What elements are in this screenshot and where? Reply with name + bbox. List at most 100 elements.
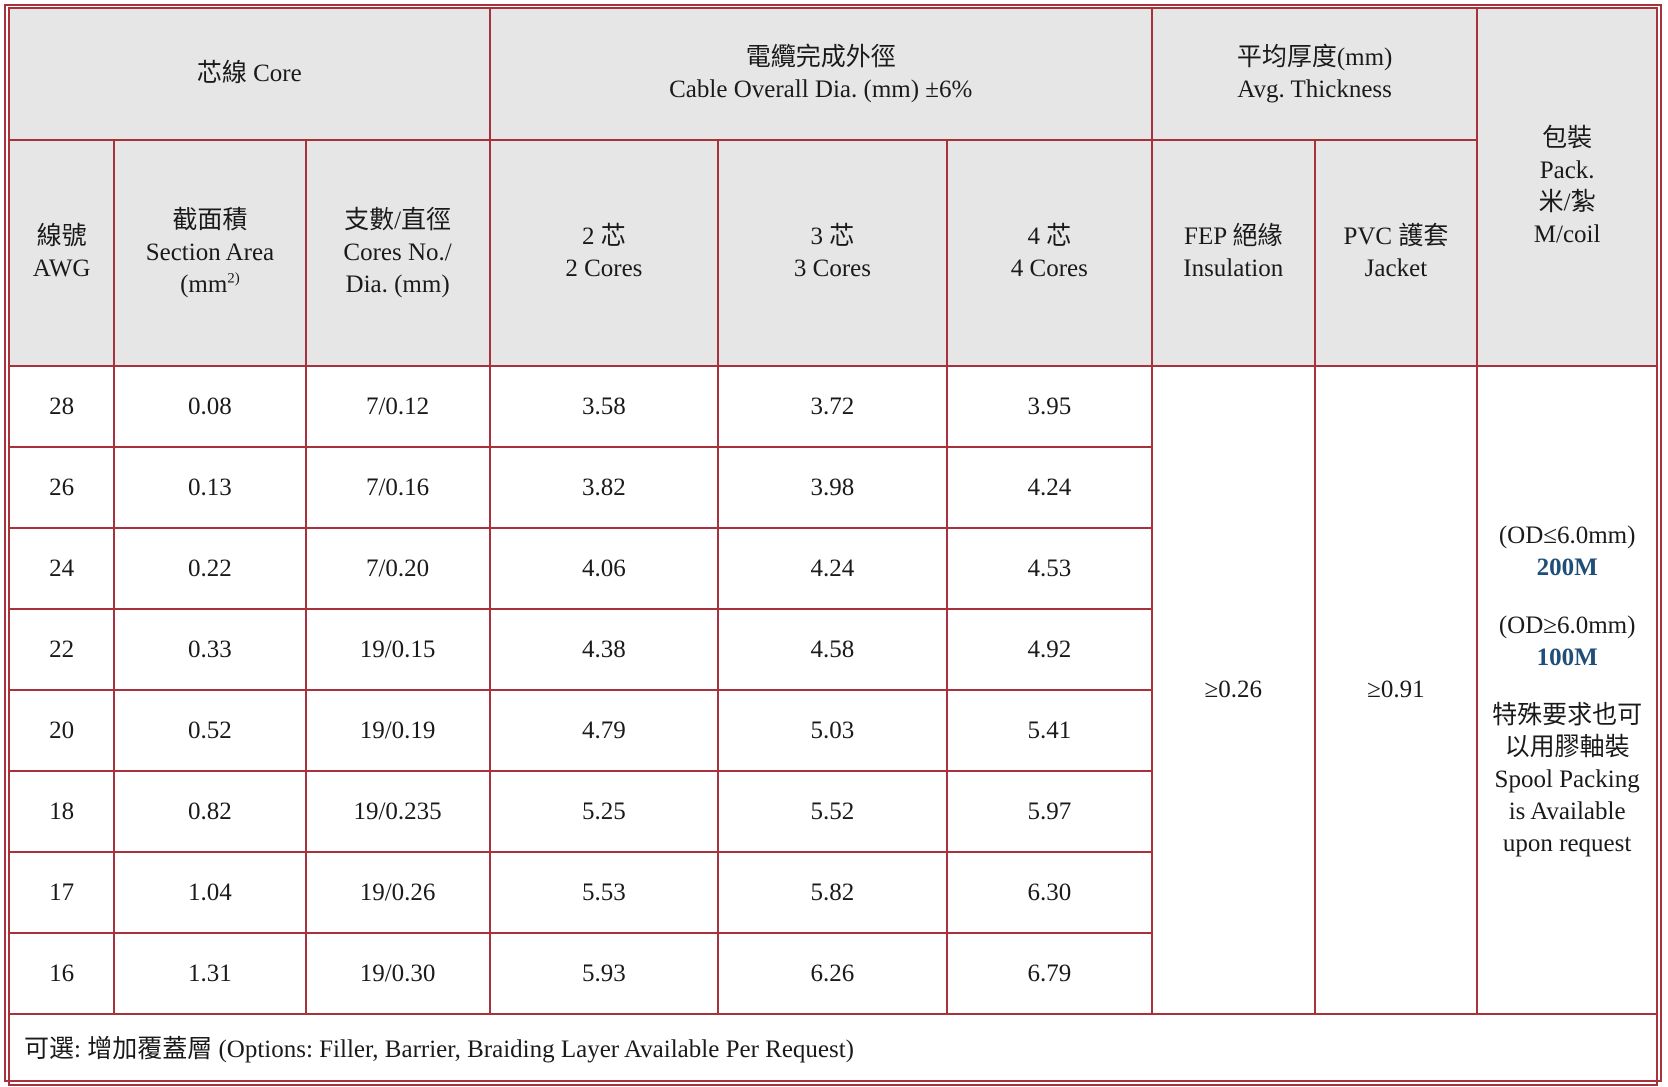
- od-4-cores-cell: 3.95: [945, 365, 1153, 448]
- section-area-unit: (mm2): [115, 269, 304, 301]
- awg-cell: 17: [7, 851, 116, 934]
- pack-large-block: (OD≥6.0mm) 100M: [1478, 610, 1656, 674]
- four-cores-label-zh: 4 芯: [1027, 223, 1072, 250]
- od-3-cores-cell: 6.26: [717, 932, 948, 1015]
- pack-label-zh: 包裝: [1542, 125, 1593, 152]
- three-cores-label-en: 3 Cores: [793, 255, 871, 282]
- three-cores-label-zh: 3 芯: [810, 223, 855, 250]
- core-group-header: 芯線 Core: [8, 7, 491, 141]
- pack-header: 包裝 Pack. 米/紮 M/coil: [1476, 7, 1658, 367]
- cores-dia-cell: 19/0.15: [304, 608, 491, 691]
- thickness-label-zh: 平均厚度(mm): [1236, 44, 1393, 71]
- footer-note: 可選: 增加覆蓋層 (Options: Filler, Barrier, Bra…: [8, 1013, 1658, 1086]
- pack-label-en: Pack.: [1539, 157, 1595, 184]
- pvc-label-zh: PVC 護套: [1343, 223, 1449, 250]
- section-area-cell: 0.52: [113, 689, 307, 772]
- pack-small-block: (OD≤6.0mm) 200M: [1478, 520, 1656, 584]
- table-row: 16 1.31 19/0.30 5.93 6.26 6.79: [7, 932, 1657, 1015]
- fep-header: FEP 絕緣 Insulation: [1150, 139, 1316, 367]
- cores-dia-label-en-1: Cores No./: [343, 239, 452, 266]
- cores-dia-cell: 7/0.20: [304, 527, 491, 610]
- cores-dia-cell: 19/0.26: [304, 851, 491, 934]
- thickness-label-en: Avg. Thickness: [1237, 76, 1392, 103]
- table-row: 26 0.13 7/0.16 3.82 3.98 4.24: [7, 446, 1657, 529]
- fep-label-en: Insulation: [1183, 255, 1284, 282]
- pack-small-length: 200M: [1536, 554, 1598, 581]
- pack-info-cell: (OD≤6.0mm) 200M (OD≥6.0mm) 100M 特殊要求也可 以用膠軸裝 S…: [1476, 365, 1658, 1015]
- header-row-sub: 線號 AWG 截面積 Section Area (mm2) 支數/直徑 Core…: [7, 139, 1657, 367]
- pack-unit-en: M/coil: [1533, 221, 1601, 248]
- od-3-cores-cell: 5.82: [717, 851, 948, 934]
- awg-header: 線號 AWG: [7, 139, 116, 367]
- awg-label-zh: 線號: [36, 223, 87, 250]
- od-4-cores-cell: 5.41: [945, 689, 1153, 772]
- od-2-cores-cell: 4.06: [488, 527, 720, 610]
- pack-spool-line: is Available: [1508, 798, 1626, 825]
- table-row: 17 1.04 19/0.26 5.53 5.82 6.30: [7, 851, 1657, 934]
- cable-od-group-header: 電纜完成外徑 Cable Overall Dia. (mm) ±6%: [488, 7, 1153, 141]
- pack-spool-line: upon request: [1502, 830, 1632, 857]
- two-cores-label-en: 2 Cores: [565, 255, 643, 282]
- section-area-cell: 1.31: [113, 932, 307, 1015]
- pack-small-od: (OD≤6.0mm): [1498, 522, 1636, 549]
- od-2-cores-cell: 5.53: [488, 851, 720, 934]
- od-2-cores-cell: 4.79: [488, 689, 720, 772]
- pvc-header: PVC 護套 Jacket: [1313, 139, 1479, 367]
- awg-cell: 18: [7, 770, 116, 853]
- table-row: 18 0.82 19/0.235 5.25 5.52 5.97: [7, 770, 1657, 853]
- section-area-label-en: Section Area: [145, 239, 275, 266]
- table-row: 28 0.08 7/0.12 3.58 3.72 3.95 ≥0.26 ≥0.91 (OD≤6.…: [7, 365, 1658, 1015]
- pack-unit-zh: 米/紮: [1538, 189, 1596, 216]
- pvc-thickness-value: ≥0.91: [1313, 365, 1479, 1015]
- od-3-cores-cell: 5.52: [717, 770, 948, 853]
- four-cores-label-en: 4 Cores: [1010, 255, 1088, 282]
- fep-thickness-value: ≥0.26: [1150, 365, 1316, 1015]
- section-area-cell: 1.04: [113, 851, 307, 934]
- header-row-top: 芯線 Core 電纜完成外徑 Cable Overall Dia. (mm) ±…: [8, 7, 1658, 367]
- cable-spec-table: 芯線 Core 電纜完成外徑 Cable Overall Dia. (mm) ±…: [7, 7, 1658, 1086]
- od-2-cores-cell: 4.38: [488, 608, 720, 691]
- awg-cell: 28: [7, 365, 116, 448]
- two-cores-header: 2 芯 2 Cores: [488, 139, 720, 367]
- section-area-cell: 0.22: [113, 527, 307, 610]
- section-area-cell: 0.13: [113, 446, 307, 529]
- cores-dia-cell: 7/0.12: [304, 365, 491, 448]
- pack-spool-line: Spool Packing: [1494, 766, 1640, 793]
- cores-dia-label-zh: 支數/直徑: [344, 207, 452, 234]
- od-4-cores-cell: 6.30: [945, 851, 1153, 934]
- od-4-cores-cell: 5.97: [945, 770, 1153, 853]
- cores-dia-cell: 7/0.16: [304, 446, 491, 529]
- od-2-cores-cell: 3.82: [488, 446, 720, 529]
- cable-od-label-en: Cable Overall Dia. (mm) ±6%: [669, 76, 973, 103]
- pack-large-length: 100M: [1536, 644, 1598, 671]
- fep-label-zh: FEP 絕緣: [1184, 223, 1283, 250]
- cores-dia-cell: 19/0.235: [304, 770, 491, 853]
- pack-spool-line: 以用膠軸裝: [1504, 734, 1630, 761]
- footer-note-row: 可選: 增加覆蓋層 (Options: Filler, Barrier, Bra…: [8, 1013, 1658, 1086]
- od-3-cores-cell: 3.98: [717, 446, 948, 529]
- four-cores-header: 4 芯 4 Cores: [945, 139, 1153, 367]
- thickness-group-header: 平均厚度(mm) Avg. Thickness: [1150, 7, 1479, 141]
- awg-cell: 24: [7, 527, 116, 610]
- pack-large-od: (OD≥6.0mm): [1498, 612, 1636, 639]
- cores-dia-label-en-2: Dia. (mm): [345, 271, 450, 298]
- od-4-cores-cell: 4.53: [945, 527, 1153, 610]
- od-4-cores-cell: 4.92: [945, 608, 1153, 691]
- core-group-label: 芯線 Core: [196, 60, 302, 87]
- od-2-cores-cell: 5.25: [488, 770, 720, 853]
- section-unit-sup: 2): [227, 270, 240, 287]
- od-3-cores-cell: 3.72: [717, 365, 948, 448]
- awg-cell: 22: [7, 608, 116, 691]
- od-4-cores-cell: 4.24: [945, 446, 1153, 529]
- cable-od-label-zh: 電纜完成外徑: [745, 44, 896, 71]
- od-3-cores-cell: 5.03: [717, 689, 948, 772]
- table-row: 24 0.22 7/0.20 4.06 4.24 4.53: [7, 527, 1657, 610]
- two-cores-label-zh: 2 芯: [581, 223, 626, 250]
- section-area-header: 截面積 Section Area (mm2): [113, 139, 307, 367]
- cores-dia-cell: 19/0.19: [304, 689, 491, 772]
- table-row: 22 0.33 19/0.15 4.38 4.58 4.92: [7, 608, 1657, 691]
- od-4-cores-cell: 6.79: [945, 932, 1153, 1015]
- od-3-cores-cell: 4.24: [717, 527, 948, 610]
- section-area-cell: 0.08: [113, 365, 307, 448]
- awg-label-en: AWG: [32, 255, 91, 282]
